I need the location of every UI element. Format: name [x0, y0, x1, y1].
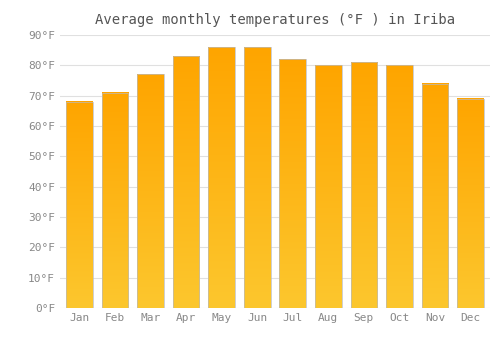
Bar: [138, 75, 164, 308]
Bar: [173, 56, 200, 308]
Bar: [280, 59, 306, 308]
Bar: [208, 47, 235, 308]
Title: Average monthly temperatures (°F ) in Iriba: Average monthly temperatures (°F ) in Ir…: [95, 13, 455, 27]
Bar: [66, 102, 93, 308]
Bar: [386, 65, 412, 308]
Bar: [457, 99, 484, 308]
Bar: [244, 47, 270, 308]
Bar: [102, 93, 128, 308]
Bar: [315, 65, 342, 308]
Bar: [350, 62, 377, 308]
Bar: [422, 84, 448, 308]
